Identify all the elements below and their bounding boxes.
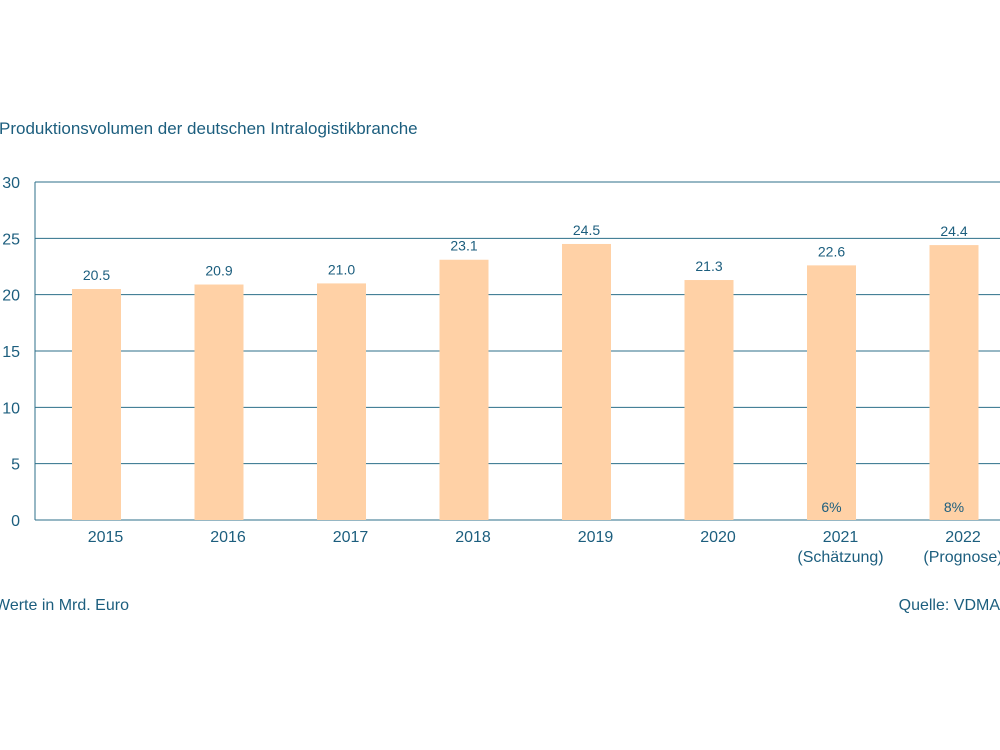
x-tick-label: 2016 bbox=[210, 529, 246, 546]
y-tick-label: 0 bbox=[11, 513, 20, 530]
bar bbox=[317, 283, 366, 520]
x-tick-label: 2017 bbox=[333, 529, 369, 546]
y-tick-label: 25 bbox=[2, 231, 20, 248]
bar bbox=[439, 259, 489, 520]
y-tick-label: 30 bbox=[2, 175, 20, 192]
y-tick-label: 15 bbox=[2, 344, 20, 361]
data-label: 21.3 bbox=[695, 258, 722, 274]
x-tick-label: 2020 bbox=[700, 529, 736, 546]
data-label: 20.9 bbox=[205, 263, 232, 279]
growth-annotation: 6% bbox=[821, 499, 841, 515]
y-tick-label: 20 bbox=[2, 288, 20, 305]
data-label: 20.5 bbox=[83, 267, 110, 283]
data-label: 21.0 bbox=[328, 261, 355, 277]
data-label: 24.4 bbox=[940, 223, 967, 239]
growth-annotation: 8% bbox=[944, 499, 964, 515]
x-tick-label: 2019 bbox=[578, 529, 614, 546]
bar bbox=[194, 284, 244, 520]
x-tick-label: 2018 bbox=[455, 529, 491, 546]
chart-title: Produktionsvolumen der deutschen Intralo… bbox=[0, 119, 418, 138]
x-tick-label: 2015 bbox=[88, 529, 124, 546]
data-label: 23.1 bbox=[450, 238, 477, 254]
y-tick-label: 10 bbox=[2, 400, 20, 417]
unit-footnote: Werte in Mrd. Euro bbox=[0, 597, 129, 614]
y-tick-label: 5 bbox=[11, 457, 20, 474]
bar bbox=[807, 265, 856, 520]
data-label: 22.6 bbox=[818, 243, 845, 259]
bar bbox=[72, 289, 121, 520]
bar bbox=[562, 243, 611, 520]
source-note: Quelle: VDMA bbox=[898, 597, 1000, 614]
bar bbox=[684, 280, 734, 520]
bar bbox=[929, 245, 979, 521]
x-tick-sublabel: (Schätzung) bbox=[797, 549, 883, 566]
x-tick-sublabel: (Prognose) bbox=[923, 549, 1000, 566]
data-label: 24.5 bbox=[573, 222, 600, 238]
x-tick-label: 2022 bbox=[945, 529, 981, 546]
x-tick-label: 2021 bbox=[823, 529, 859, 546]
